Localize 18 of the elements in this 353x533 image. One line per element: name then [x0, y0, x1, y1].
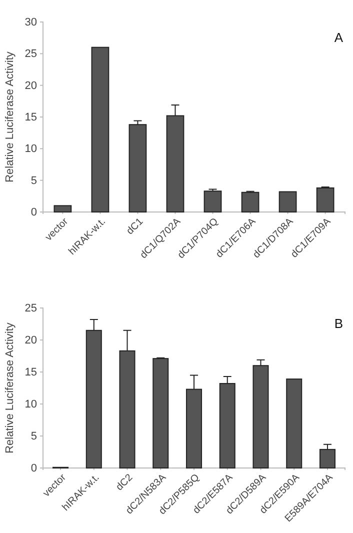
- y-tick-label: 30: [24, 16, 37, 29]
- y-tick-label: 5: [30, 430, 37, 443]
- y-tick-label: 5: [30, 174, 37, 187]
- annotation: B: [334, 316, 343, 331]
- y-tick-label: 25: [24, 48, 37, 60]
- y-tick-label: 10: [24, 398, 37, 411]
- y-tick-label: 25: [24, 302, 37, 315]
- y-tick-label: 15: [24, 366, 37, 379]
- y-tick-label: 20: [24, 334, 37, 347]
- x-tick-label: dC1: [124, 216, 146, 238]
- y-axis-title: Relative Luciferase Activity: [4, 51, 16, 182]
- y-tick-label: 10: [24, 143, 37, 156]
- y-tick-label: 0: [30, 206, 37, 219]
- annotation: A: [334, 30, 344, 45]
- y-axis-title: Relative Luciferase Activity: [4, 322, 16, 454]
- y-tick-label: 15: [24, 112, 37, 124]
- y-tick-label: 0: [30, 462, 37, 475]
- y-tick-label: 20: [24, 80, 37, 92]
